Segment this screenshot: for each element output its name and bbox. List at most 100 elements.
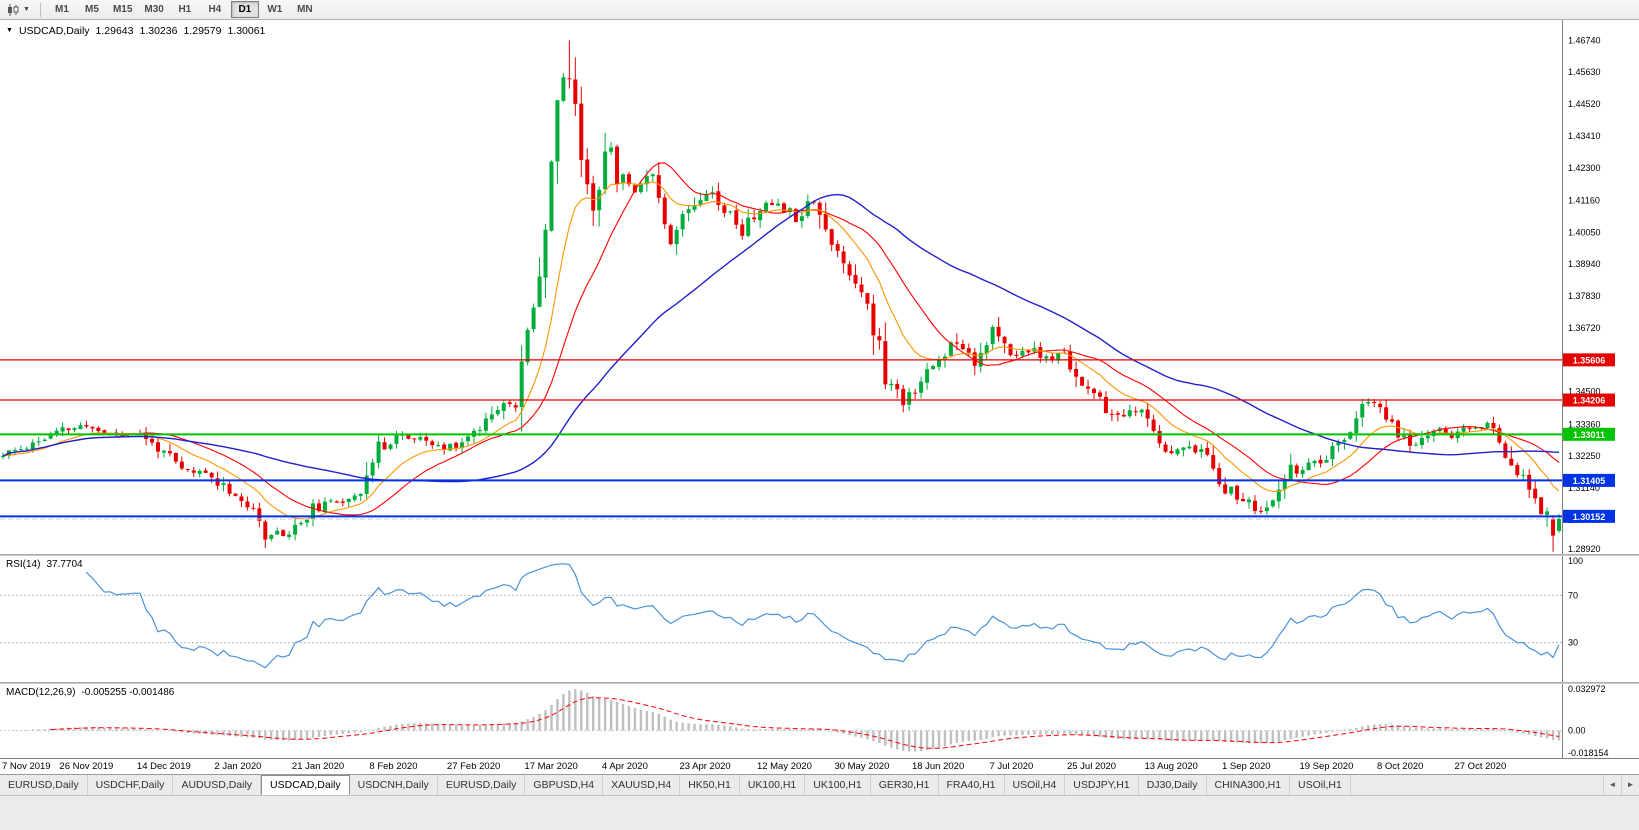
chart-tab-audusd-daily[interactable]: AUDUSD,Daily [173,775,262,795]
svg-text:1.38940: 1.38940 [1568,259,1601,269]
time-axis-label: 21 Jan 2020 [291,761,345,772]
macd-chart-svg[interactable]: 0.032972 0.00 -0.018154 [0,684,1639,758]
time-axis-label: 7 Nov 2019 [2,761,51,772]
timeframe-button-mn[interactable]: MN [297,4,313,15]
toolbar-separator [39,2,41,17]
timeframe-toolbar: ▼ M1 M5 M15 M30 H1 H4 D1 W1 MN [0,0,1639,20]
svg-text:1.42300: 1.42300 [1568,163,1601,173]
chart-tab-dj30-daily[interactable]: DJ30,Daily [1138,775,1207,795]
timeframe-button-m15[interactable]: M15 [112,4,133,15]
timeframe-button-m30[interactable]: M30 [144,4,164,15]
svg-text:70: 70 [1568,590,1578,600]
timeframe-button-d1[interactable]: D1 [230,1,259,18]
rsi-axis-ticks: 100 70 30 [1568,556,1583,648]
legend-open: 1.29643 [95,25,134,37]
svg-text:1.44520: 1.44520 [1568,99,1601,109]
chart-tab-usoil-h4[interactable]: USOil,H4 [1004,775,1066,795]
main-chart-panel: ▼ USDCAD,Daily 1.29643 1.30236 1.29579 1… [0,20,1639,554]
ma-line-12 [2,181,1560,520]
time-axis[interactable]: 7 Nov 2019 26 Nov 2019 14 Dec 2019 2 Jan 20… [0,758,1639,774]
rsi-value: 37.7704 [46,559,83,570]
status-bar [0,795,1639,830]
chart-tab-usdcad-daily[interactable]: USDCAD,Daily [261,775,350,795]
panel-divider[interactable] [0,554,1639,556]
svg-text:1.41160: 1.41160 [1568,195,1600,205]
legend-symbol: USDCAD,Daily [18,25,90,37]
symbol-dropdown-icon[interactable]: ▼ [6,27,13,34]
macd-signal-line [50,697,1560,749]
timeframe-button-m5[interactable]: M5 [84,4,99,15]
candles [0,40,1562,552]
tab-scroll-right-button[interactable]: ► [1621,775,1639,795]
time-axis-label: 18 Jun 2020 [911,761,965,772]
chart-tab-fra40-h1[interactable]: FRA40,H1 [938,775,1005,795]
chart-tabs: EURUSD,Daily USDCHF,Daily AUDUSD,Daily USDC… [0,775,1603,795]
chart-tab-usoil-h1[interactable]: USOil,H1 [1290,775,1351,795]
time-axis-label: 30 May 2020 [834,761,890,772]
time-axis-label: 12 May 2020 [756,761,812,772]
time-axis-label: 7 Jul 2020 [989,761,1034,772]
svg-text:1.34206: 1.34206 [1573,396,1606,406]
rsi-legend: RSI(14) 37.7704 [6,559,83,570]
price-tag-1.35606 [1563,353,1615,367]
svg-text:1.33360: 1.33360 [1568,419,1601,429]
timeframe-button-h1[interactable]: H1 [178,4,192,15]
chart-tab-eurusd-daily[interactable]: EURUSD,Daily [437,775,526,795]
legend-high: 1.30236 [139,25,178,37]
time-axis-label: 27 Feb 2020 [446,761,501,772]
rsi-panel: RSI(14) 37.7704 100 70 30 [0,556,1639,682]
time-axis-label: 23 Apr 2020 [679,761,731,772]
rsi-label: RSI(14) [6,559,41,570]
chart-tab-bar: EURUSD,Daily USDCHF,Daily AUDUSD,Daily USDC… [0,774,1639,795]
tab-scroll-left-button[interactable]: ◄ [1603,775,1621,795]
macd-histogram [7,689,1561,752]
svg-text:1.43410: 1.43410 [1568,131,1601,141]
svg-text:1.30152: 1.30152 [1573,512,1606,522]
svg-text:30: 30 [1568,638,1578,648]
svg-text:1.31405: 1.31405 [1573,476,1606,486]
macd-legend: MACD(12,26,9) -0.005255 -0.001486 [6,687,174,698]
chart-tab-hk50-h1[interactable]: HK50,H1 [680,775,740,795]
macd-label: MACD(12,26,9) [6,687,76,698]
panel-divider[interactable] [0,682,1639,684]
main-chart-svg[interactable]: 1.46740 1.45630 1.44520 1.43410 1.42300 1.411… [0,20,1639,554]
time-axis-label: 17 Mar 2020 [524,761,578,772]
chart-tab-eurusd-daily[interactable]: EURUSD,Daily [0,775,88,795]
chart-tab-usdjpy-h1[interactable]: USDJPY,H1 [1065,775,1139,795]
chart-tab-ger30-h1[interactable]: GER30,H1 [870,775,939,795]
svg-text:100: 100 [1568,556,1583,566]
price-tag-1.31405 [1563,473,1615,487]
timeframe-button-m1[interactable]: M1 [54,4,69,15]
svg-text:1.33011: 1.33011 [1573,430,1605,440]
time-axis-label: 27 Oct 2020 [1454,761,1507,772]
ma-line-20 [2,162,1560,516]
candlestick-chart-icon[interactable] [6,3,20,17]
svg-text:1.32250: 1.32250 [1568,451,1601,461]
chart-tab-uk100-h1[interactable]: UK100,H1 [805,775,871,795]
chart-tab-usdcnh-daily[interactable]: USDCNH,Daily [349,775,438,795]
chart-type-dropdown-icon[interactable]: ▼ [23,6,30,13]
timeframe-button-h4[interactable]: H4 [208,4,222,15]
legend-close: 1.30061 [227,25,266,37]
svg-text:1.46740: 1.46740 [1568,35,1601,45]
time-axis-label: 26 Nov 2019 [59,761,114,772]
chart-tab-usdchf-daily[interactable]: USDCHF,Daily [87,775,174,795]
time-axis-label: 1 Sep 2020 [1221,761,1271,772]
svg-text:1.40050: 1.40050 [1568,227,1601,237]
chart-tab-uk100-h1[interactable]: UK100,H1 [739,775,806,795]
svg-text:1.35606: 1.35606 [1573,355,1606,365]
timeframe-button-w1[interactable]: W1 [267,4,283,15]
svg-text:1.31140: 1.31140 [1568,483,1600,493]
time-axis-label: 14 Dec 2019 [136,761,191,772]
chart-tab-xauusd-h4[interactable]: XAUUSD,H4 [603,775,681,795]
time-axis-label: 2 Jan 2020 [214,761,262,772]
price-tag-1.30152 [1563,509,1615,523]
rsi-chart-svg[interactable]: 100 70 30 [0,556,1639,682]
chart-tab-china300-h1[interactable]: CHINA300,H1 [1206,775,1291,795]
svg-text:1.28920: 1.28920 [1568,544,1601,554]
chart-legend: ▼ USDCAD,Daily 1.29643 1.30236 1.29579 1… [6,25,265,37]
time-axis-label: 25 Jul 2020 [1066,761,1117,772]
svg-text:-0.018154: -0.018154 [1568,748,1609,758]
chart-tab-gbpusd-h4[interactable]: GBPUSD,H4 [525,775,604,795]
